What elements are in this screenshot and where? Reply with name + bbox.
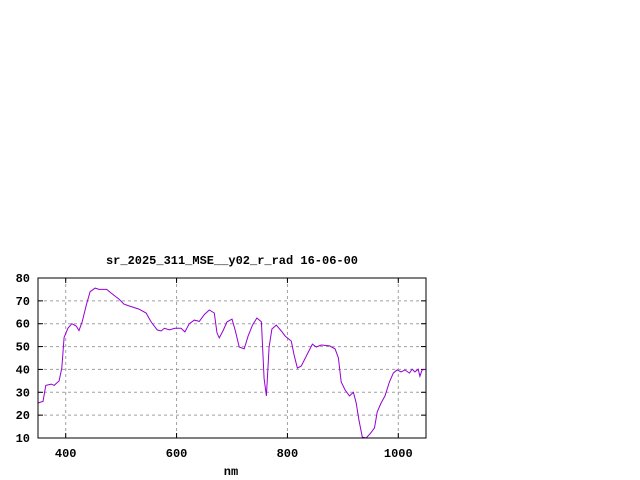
y-tick-label: 10 <box>16 432 30 446</box>
y-tick-label: 20 <box>16 409 30 423</box>
series-line <box>37 287 427 439</box>
x-tick-label: 400 <box>55 447 77 461</box>
y-tick-label: 70 <box>16 295 30 309</box>
x-tick-label: 1000 <box>384 447 413 461</box>
plot-frame <box>37 277 427 439</box>
y-tick-label: 30 <box>16 386 30 400</box>
y-tick-label: 50 <box>16 341 30 355</box>
y-tick-label: 40 <box>16 363 30 377</box>
grid <box>38 277 426 439</box>
x-tick-label: 800 <box>277 447 299 461</box>
x-axis-label: nm <box>224 465 238 479</box>
chart-title: sr_2025_311_MSE__y02_r_rad 16-06-00 <box>106 254 358 268</box>
tick-labels: 10 20 30 40 50 60 70 80 400 600 800 1000 <box>16 272 413 461</box>
y-tick-label: 80 <box>16 272 30 286</box>
x-tick-label: 600 <box>166 447 188 461</box>
y-tick-label: 60 <box>16 318 30 332</box>
